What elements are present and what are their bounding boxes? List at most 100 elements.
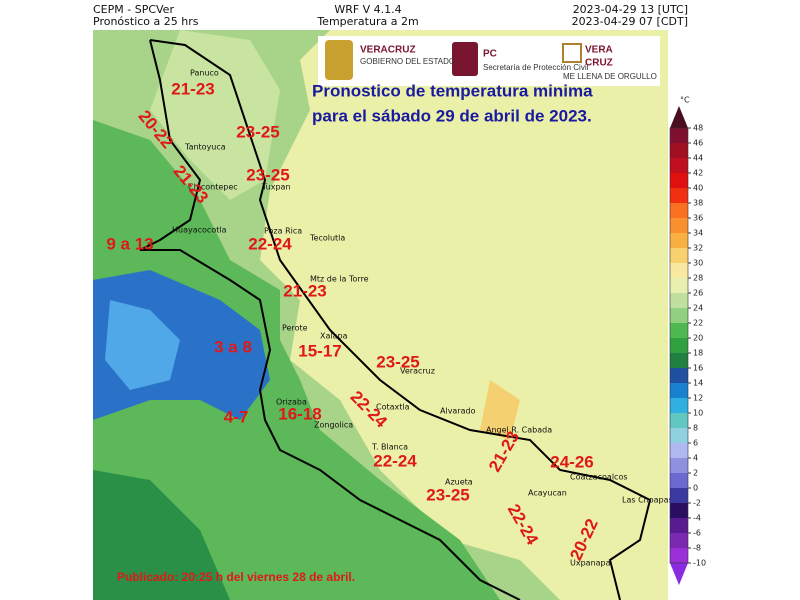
temperature-range: 23-25	[236, 122, 279, 141]
logo-text: GOBIERNO DEL ESTADO	[360, 57, 455, 66]
temperature-range: 22-24	[373, 451, 417, 470]
place-label: Perote	[282, 324, 308, 333]
place-label: Xalapa	[320, 332, 348, 341]
place-label: Las Choapas	[622, 496, 673, 505]
colorbar-tick-label: 4	[693, 454, 698, 463]
colorbar-segment	[670, 143, 688, 158]
place-label: Tecolutla	[309, 234, 345, 243]
temperature-range: 4-7	[224, 407, 249, 426]
colorbar-tick-label: 42	[693, 169, 703, 178]
colorbar-tick-label: 44	[693, 154, 703, 163]
temperature-range: 21-23	[171, 79, 214, 98]
place-label: Poza Rica	[264, 227, 302, 236]
colorbar-segment	[670, 188, 688, 203]
header-left: Pronóstico a 25 hrs	[93, 15, 199, 28]
colorbar-segment	[670, 473, 688, 488]
colorbar-tick-label: 14	[693, 379, 703, 388]
header-center: WRF V 4.1.4	[334, 3, 401, 16]
colorbar-tick-label: 38	[693, 199, 703, 208]
colorbar-tick-label: 46	[693, 139, 703, 148]
colorbar-segment	[670, 173, 688, 188]
temperature-range: 22-24	[248, 234, 292, 253]
colorbar-segment	[670, 263, 688, 278]
logo-text: CRUZ	[585, 58, 613, 69]
colorbar-over	[670, 106, 688, 128]
colorbar-tick-label: -4	[693, 514, 701, 523]
colorbar-tick-label: 8	[693, 424, 698, 433]
colorbar-tick-label: -2	[693, 499, 701, 508]
header-right: 2023-04-29 07 [CDT]	[572, 15, 688, 28]
colorbar-tick-label: 32	[693, 244, 703, 253]
place-label: Huayacocotla	[172, 226, 227, 235]
colorbar-tick-label: 16	[693, 364, 703, 373]
colorbar-segment	[670, 533, 688, 548]
colorbar-segment	[670, 488, 688, 503]
place-label: Zongolica	[314, 421, 353, 430]
temperature-range: 23-25	[246, 165, 289, 184]
temperature-range: 23-25	[426, 485, 469, 504]
place-label: Uxpanapa	[570, 559, 611, 568]
temperature-range: 9 a 13	[106, 234, 153, 253]
colorbar-tick-label: 34	[693, 229, 703, 238]
footer: Publicado: 20:25 h del viernes 28 de abr…	[117, 570, 355, 584]
colorbar-segment	[670, 518, 688, 533]
colorbar-segment	[670, 458, 688, 473]
place-label: Mtz de la Torre	[310, 275, 369, 284]
colorbar-tick-label: 2	[693, 469, 698, 478]
colorbar-tick-label: -10	[693, 559, 706, 568]
state-shield	[325, 40, 353, 80]
header-center: Temperatura a 2m	[316, 15, 418, 28]
colorbar-tick-label: 22	[693, 319, 703, 328]
colorbar-tick-label: 18	[693, 349, 703, 358]
place-label: Acayucan	[528, 489, 567, 498]
colorbar-frame	[669, 127, 689, 564]
colorbar-tick-label: 36	[693, 214, 703, 223]
colorbar-segment	[670, 248, 688, 263]
colorbar-segment	[670, 158, 688, 173]
colorbar-tick-label: 24	[693, 304, 703, 313]
logo-text: PC	[483, 49, 497, 60]
logo-text: VERACRUZ	[360, 45, 416, 56]
colorbar-segment	[670, 323, 688, 338]
map-title: Pronostico de temperatura minima	[312, 81, 593, 100]
colorbar-segment	[670, 413, 688, 428]
place-label: Angel R. Cabada	[486, 426, 552, 435]
temperature-range: 21-23	[283, 281, 326, 300]
colorbar-segment	[670, 353, 688, 368]
map-title: para el sábado 29 de abril de 2023.	[312, 106, 592, 125]
place-label: Chicontepec	[188, 183, 238, 192]
colorbar-segment	[670, 233, 688, 248]
colorbar-tick-label: 10	[693, 409, 703, 418]
temperature-range: 16-18	[278, 404, 321, 423]
logo-text: VERA	[585, 45, 613, 56]
colorbar-tick-label: 40	[693, 184, 703, 193]
colorbar-tick-label: -6	[693, 529, 701, 538]
place-label: Orizaba	[276, 398, 307, 407]
place-label: T. Blanca	[371, 443, 408, 452]
colorbar-tick-label: 0	[693, 484, 698, 493]
colorbar-segment	[670, 428, 688, 443]
place-label: Azueta	[445, 478, 473, 487]
colorbar-segment	[670, 368, 688, 383]
header-right: 2023-04-29 13 [UTC]	[573, 3, 688, 16]
place-label: Veracruz	[400, 367, 435, 376]
temperature-range: 23-25	[376, 352, 419, 371]
colorbar-segment	[670, 398, 688, 413]
temperature-range: 24-26	[550, 452, 593, 471]
colorbar-tick-label: 20	[693, 334, 703, 343]
colorbar-tick-label: 6	[693, 439, 698, 448]
temperature-range: 3 a 8	[214, 337, 252, 356]
header-left: CEPM - SPCVer	[93, 3, 174, 16]
place-label: Alvarado	[440, 407, 476, 416]
colorbar-segment	[670, 383, 688, 398]
place-label: Coatzacoalcos	[570, 473, 628, 482]
logo-panel	[318, 36, 660, 86]
colorbar-segment	[670, 443, 688, 458]
colorbar-segment	[670, 293, 688, 308]
colorbar-tick-label: 48	[693, 124, 703, 133]
colorbar-tick-label: 30	[693, 259, 703, 268]
logo-text: Secretaría de Protección Civil	[483, 63, 589, 72]
colorbar-segment	[670, 548, 688, 563]
colorbar-segment	[670, 503, 688, 518]
